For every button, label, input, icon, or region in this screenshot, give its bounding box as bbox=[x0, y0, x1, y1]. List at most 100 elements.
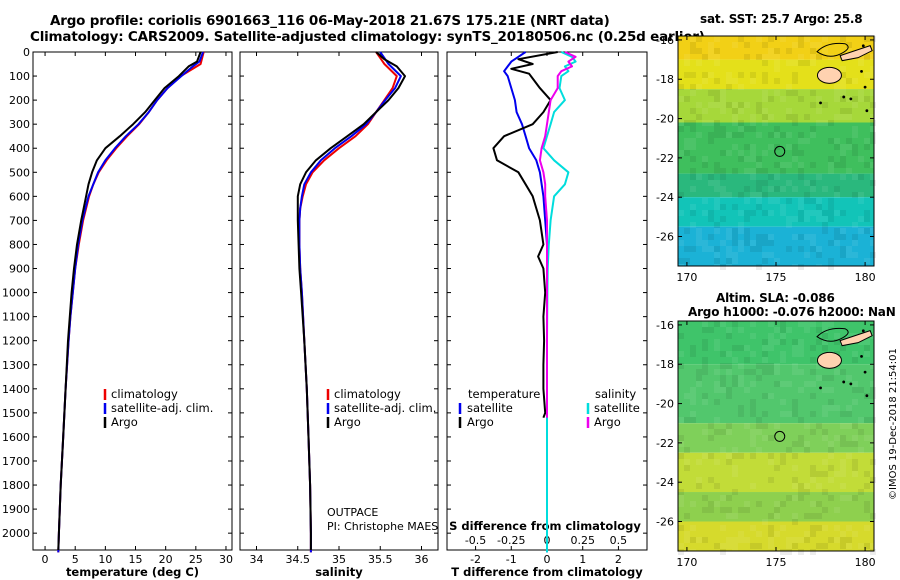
sla_map-texture-cell bbox=[810, 513, 816, 519]
sst_map-texture-cell bbox=[810, 198, 816, 204]
sla_map-lon-label: 180 bbox=[855, 556, 876, 569]
sst_map-texture-cell bbox=[834, 210, 840, 216]
sst_map-texture-cell bbox=[846, 108, 852, 114]
sla_map-texture-cell bbox=[834, 405, 840, 411]
sst_map-texture-cell bbox=[846, 48, 852, 54]
sst_map-texture-cell bbox=[810, 210, 816, 216]
sst_map-texture-cell bbox=[846, 246, 852, 252]
sst_map-texture-cell bbox=[858, 198, 864, 204]
sst_map-texture-cell bbox=[822, 216, 828, 222]
sla_map-texture-cell bbox=[804, 381, 810, 387]
sst_map-texture-cell bbox=[690, 48, 696, 54]
sla_map-texture-cell bbox=[810, 369, 816, 375]
difference-x-tick-label: 2 bbox=[615, 553, 622, 566]
sst_map-texture-cell bbox=[738, 156, 744, 162]
sst_map-lon-label: 170 bbox=[676, 271, 697, 284]
sst_map-texture-cell bbox=[690, 174, 696, 180]
sla_map-texture-cell bbox=[852, 435, 858, 441]
sst_map-texture-cell bbox=[792, 60, 798, 66]
sst_map-texture-cell bbox=[774, 78, 780, 84]
sst_map-texture-cell bbox=[822, 186, 828, 192]
sla_map-texture-cell bbox=[714, 501, 720, 507]
sla_map-texture-cell bbox=[864, 435, 870, 441]
sst_map-texture-cell bbox=[792, 186, 798, 192]
sst_map-texture-cell bbox=[864, 54, 870, 60]
sst_map-texture-cell bbox=[858, 90, 864, 96]
sla_map-texture-cell bbox=[834, 525, 840, 531]
sla_map-texture-cell bbox=[834, 507, 840, 513]
sla_map-texture-cell bbox=[864, 525, 870, 531]
sla_map-texture-cell bbox=[804, 489, 810, 495]
sst_map-texture-cell bbox=[696, 84, 702, 90]
sla_map-texture-cell bbox=[822, 333, 828, 339]
sla_map-texture-cell bbox=[726, 507, 732, 513]
temperature-x-tick-label: 10 bbox=[98, 553, 112, 566]
sst_map-texture-cell bbox=[810, 186, 816, 192]
sst_map-texture-cell bbox=[708, 234, 714, 240]
sst_map-texture-cell bbox=[756, 180, 762, 186]
sst_map-texture-cell bbox=[762, 150, 768, 156]
sst_map-texture-cell bbox=[852, 144, 858, 150]
diff-legend-label: Argo bbox=[594, 415, 621, 429]
sst_map-texture-cell bbox=[774, 126, 780, 132]
sla_map-texture-cell bbox=[792, 465, 798, 471]
sla_map-texture-cell bbox=[798, 495, 804, 501]
sst_map-texture-cell bbox=[762, 78, 768, 84]
sst_map-texture-cell bbox=[696, 132, 702, 138]
sst_map-texture-cell bbox=[720, 204, 726, 210]
sst_map-lat-label: -16 bbox=[656, 34, 674, 47]
sst_map-texture-cell bbox=[750, 156, 756, 162]
depth-tick-label: 300 bbox=[9, 118, 30, 131]
sst_map-texture-cell bbox=[762, 114, 768, 120]
sst_map-texture-cell bbox=[870, 54, 876, 60]
difference-x-tick-label: 1 bbox=[579, 553, 586, 566]
sla_map-texture-cell bbox=[810, 345, 816, 351]
sla_map-texture-cell bbox=[822, 507, 828, 513]
sst_map-texture-cell bbox=[702, 246, 708, 252]
sla_map-texture-cell bbox=[768, 333, 774, 339]
sla_map-texture-cell bbox=[732, 357, 738, 363]
sla_map-texture-cell bbox=[840, 441, 846, 447]
sla_map-texture-cell bbox=[756, 543, 762, 549]
sst_map-texture-cell bbox=[834, 228, 840, 234]
sst_map-texture-cell bbox=[750, 168, 756, 174]
sst_map-texture-cell bbox=[804, 114, 810, 120]
sst_map-texture-cell bbox=[792, 156, 798, 162]
sla_map-texture-cell bbox=[810, 549, 816, 555]
sst_map-texture-cell bbox=[768, 252, 774, 258]
sst_map-texture-cell bbox=[714, 78, 720, 84]
sla_map-texture-cell bbox=[864, 483, 870, 489]
sst_map-texture-cell bbox=[810, 246, 816, 252]
diff-legend-label: satellite bbox=[594, 401, 640, 415]
sla_map-texture-cell bbox=[780, 399, 786, 405]
sla_map-texture-cell bbox=[840, 471, 846, 477]
sst_map-texture-cell bbox=[684, 120, 690, 126]
sla_map-texture-cell bbox=[810, 501, 816, 507]
sst_map-texture-cell bbox=[792, 234, 798, 240]
sst_map-texture-cell bbox=[786, 60, 792, 66]
sla_map-texture-cell bbox=[804, 447, 810, 453]
sst_map-texture-cell bbox=[696, 228, 702, 234]
sst_map-texture-cell bbox=[678, 240, 684, 246]
sla_map-texture-cell bbox=[750, 441, 756, 447]
depth-tick-label: 800 bbox=[9, 238, 30, 251]
sst_map-texture-cell bbox=[774, 174, 780, 180]
sla_map-texture-cell bbox=[720, 381, 726, 387]
sla_map-texture-cell bbox=[720, 351, 726, 357]
sla_map-texture-cell bbox=[726, 537, 732, 543]
temperature-x-tick-label: 20 bbox=[159, 553, 173, 566]
sst_map-texture-cell bbox=[702, 72, 708, 78]
sst_map-texture-cell bbox=[726, 234, 732, 240]
sst_map-texture-cell bbox=[756, 162, 762, 168]
sla_map-texture-cell bbox=[798, 345, 804, 351]
sst_map-texture-cell bbox=[798, 36, 804, 42]
sst_map-texture-cell bbox=[810, 240, 816, 246]
sla_map-texture-cell bbox=[678, 543, 684, 549]
sst_map-texture-cell bbox=[834, 234, 840, 240]
sst_map-texture-cell bbox=[708, 216, 714, 222]
sst_map-texture-cell bbox=[828, 168, 834, 174]
sla_map-texture-cell bbox=[780, 459, 786, 465]
sla_map-texture-cell bbox=[798, 441, 804, 447]
sst_map-texture-cell bbox=[804, 198, 810, 204]
sla_map-color-band bbox=[678, 492, 874, 522]
